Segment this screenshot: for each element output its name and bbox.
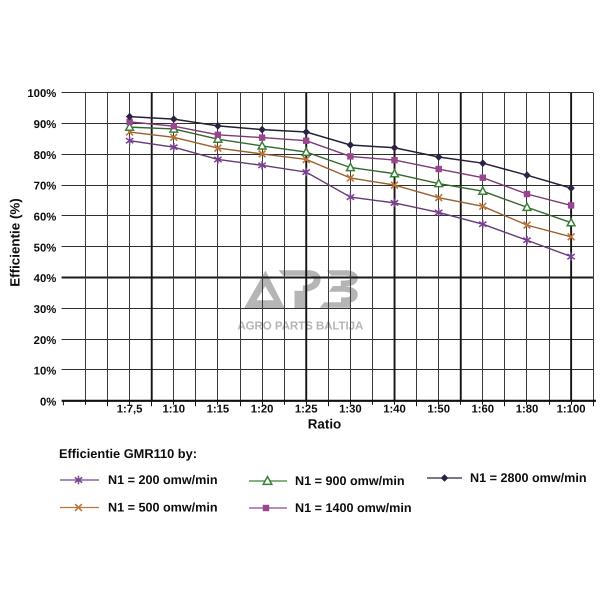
svg-text:N1 = 200 omw/min: N1 = 200 omw/min (108, 473, 218, 487)
svg-text:1:10: 1:10 (162, 404, 185, 416)
svg-text:1:20: 1:20 (251, 404, 274, 416)
svg-text:1:7,5: 1:7,5 (117, 404, 143, 416)
svg-text:1:60: 1:60 (471, 404, 494, 416)
svg-text:Efficientie (%): Efficientie (%) (8, 198, 23, 287)
svg-text:1:15: 1:15 (207, 404, 230, 416)
svg-text:1:80: 1:80 (516, 404, 539, 416)
svg-text:N1 = 2800 omw/min: N1 = 2800 omw/min (470, 471, 587, 485)
svg-text:40%: 40% (34, 273, 57, 285)
svg-text:N1 = 500 omw/min: N1 = 500 omw/min (108, 501, 218, 515)
svg-text:AGRO PARTS BALTIJA: AGRO PARTS BALTIJA (237, 319, 364, 332)
svg-text:1:30: 1:30 (339, 404, 362, 416)
svg-text:10%: 10% (34, 366, 57, 378)
svg-text:0%: 0% (40, 396, 56, 408)
svg-text:20%: 20% (34, 335, 57, 347)
svg-text:80%: 80% (34, 150, 57, 162)
svg-text:1:100: 1:100 (557, 404, 586, 416)
svg-text:100%: 100% (27, 88, 56, 100)
svg-text:1:25: 1:25 (295, 404, 318, 416)
svg-text:1:40: 1:40 (383, 404, 406, 416)
svg-text:Efficientie GMR110 by:: Efficientie GMR110 by: (59, 446, 197, 461)
svg-text:60%: 60% (34, 212, 57, 224)
svg-text:50%: 50% (34, 242, 57, 254)
svg-text:30%: 30% (34, 304, 57, 316)
svg-text:Ratio: Ratio (308, 417, 341, 432)
svg-text:N1 = 1400 omw/min: N1 = 1400 omw/min (295, 501, 412, 515)
svg-text:N1 = 900 omw/min: N1 = 900 omw/min (295, 474, 405, 488)
svg-text:90%: 90% (34, 119, 57, 131)
svg-text:70%: 70% (34, 181, 57, 193)
svg-text:1:50: 1:50 (427, 404, 450, 416)
